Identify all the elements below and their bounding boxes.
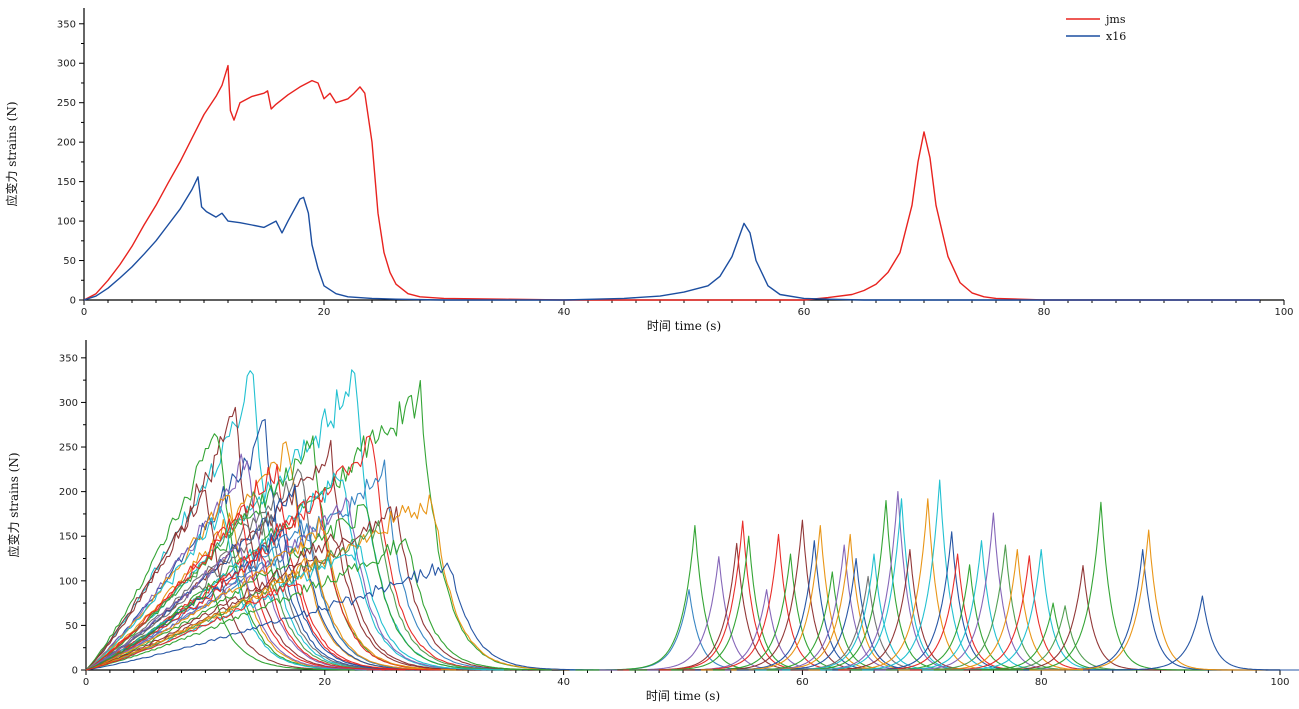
series-line [85, 514, 415, 671]
series-line [85, 583, 442, 671]
y-tick-label: 300 [59, 398, 78, 409]
series-line [85, 370, 397, 671]
series-line [85, 533, 480, 671]
x-tick-label: 40 [557, 677, 570, 688]
series-line [1083, 595, 1299, 671]
series-line [85, 542, 382, 671]
x-tick-label: 60 [798, 307, 811, 318]
series-line [1023, 549, 1260, 671]
legend-label-jms: jms [1104, 13, 1126, 26]
series-line [981, 501, 1218, 671]
y-tick-label: 100 [59, 576, 78, 587]
y-tick-label: 100 [57, 217, 76, 228]
x-tick-label: 100 [1270, 677, 1289, 688]
series-line [85, 582, 355, 671]
x-tick-label: 80 [1035, 677, 1048, 688]
series-line [85, 517, 469, 671]
series-line [85, 504, 510, 671]
series-line [85, 491, 403, 671]
series-line [85, 562, 594, 671]
y-tick-label: 250 [57, 98, 76, 109]
x-axis-title: 时间 time (s) [647, 319, 721, 333]
chart-bottom: 0 50 100 150 200 250 300 350 0 20 40 60 80 100 时间 time… [6, 340, 1299, 703]
series-line [1029, 529, 1266, 671]
y-tick-label: 150 [59, 532, 78, 543]
series-line [569, 589, 806, 671]
y-axis-title: 应变力 strains (N) [6, 452, 21, 557]
y-tick-label: 150 [57, 177, 76, 188]
x-axis-title: 时间 time (s) [646, 689, 720, 703]
chart-top: 0 50 100 150 200 250 300 350 0 20 40 60 80 100 时间 time… [4, 8, 1294, 333]
series-line [85, 494, 576, 671]
series-line [85, 538, 552, 671]
y-tick-label: 300 [57, 59, 76, 70]
series-line [85, 548, 406, 671]
y-tick-label: 250 [59, 443, 78, 454]
series-line [647, 589, 884, 671]
x-tick-label: 40 [558, 307, 571, 318]
series-line [921, 549, 1159, 671]
x-tick-label: 80 [1038, 307, 1051, 318]
series-line-x16 [83, 176, 1260, 301]
series-line [85, 483, 439, 671]
y-tick-label: 0 [70, 296, 76, 307]
series-line-jms [83, 64, 1260, 301]
y-tick-label: 0 [72, 666, 78, 677]
series-line [85, 558, 457, 671]
y-tick-label: 50 [63, 256, 76, 267]
series-line [617, 542, 854, 671]
x-tick-label: 0 [83, 677, 89, 688]
y-tick-label: 200 [59, 487, 78, 498]
series-line [85, 459, 528, 671]
x-tick-label: 20 [318, 677, 331, 688]
series-line [659, 533, 896, 671]
y-axis-title: 应变力 strains (N) [4, 101, 19, 206]
series-line [85, 406, 379, 671]
x-tick-label: 60 [796, 677, 809, 688]
series-line [85, 505, 367, 671]
x-tick-label: 100 [1274, 307, 1293, 318]
legend-label-x16: x16 [1106, 30, 1126, 43]
series-line [623, 520, 860, 671]
x-tick-label: 20 [318, 307, 331, 318]
y-tick-label: 350 [59, 353, 78, 364]
y-tick-label: 350 [57, 19, 76, 30]
y-tick-label: 50 [65, 621, 78, 632]
series-line [629, 535, 866, 671]
y-tick-label: 200 [57, 138, 76, 149]
x-tick-label: 0 [81, 307, 87, 318]
series-line [85, 489, 349, 671]
series-line [85, 379, 564, 671]
series-line [85, 520, 522, 671]
